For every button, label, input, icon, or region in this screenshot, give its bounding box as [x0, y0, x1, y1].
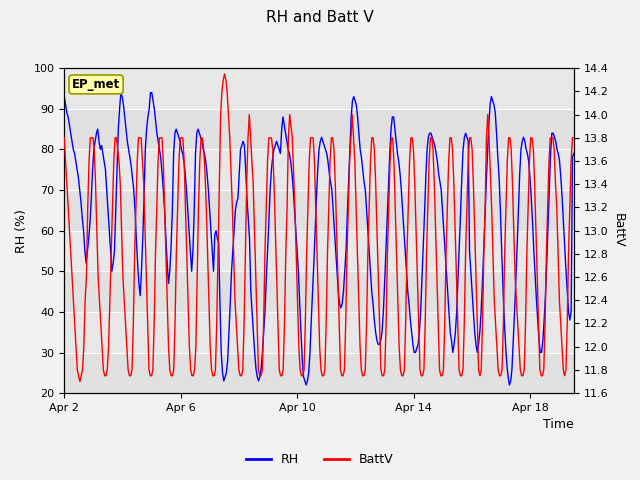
Legend: RH, BattV: RH, BattV — [241, 448, 399, 471]
Bar — [64, 109, 573, 149]
Y-axis label: RH (%): RH (%) — [15, 209, 28, 252]
Bar — [64, 271, 573, 312]
Bar — [64, 68, 573, 109]
X-axis label: Time: Time — [543, 419, 573, 432]
Text: RH and Batt V: RH and Batt V — [266, 10, 374, 24]
Text: EP_met: EP_met — [72, 78, 120, 91]
Bar — [64, 312, 573, 352]
Bar — [64, 231, 573, 271]
Bar — [64, 149, 573, 190]
Bar — [64, 352, 573, 393]
Y-axis label: BattV: BattV — [612, 213, 625, 248]
Bar — [64, 190, 573, 231]
